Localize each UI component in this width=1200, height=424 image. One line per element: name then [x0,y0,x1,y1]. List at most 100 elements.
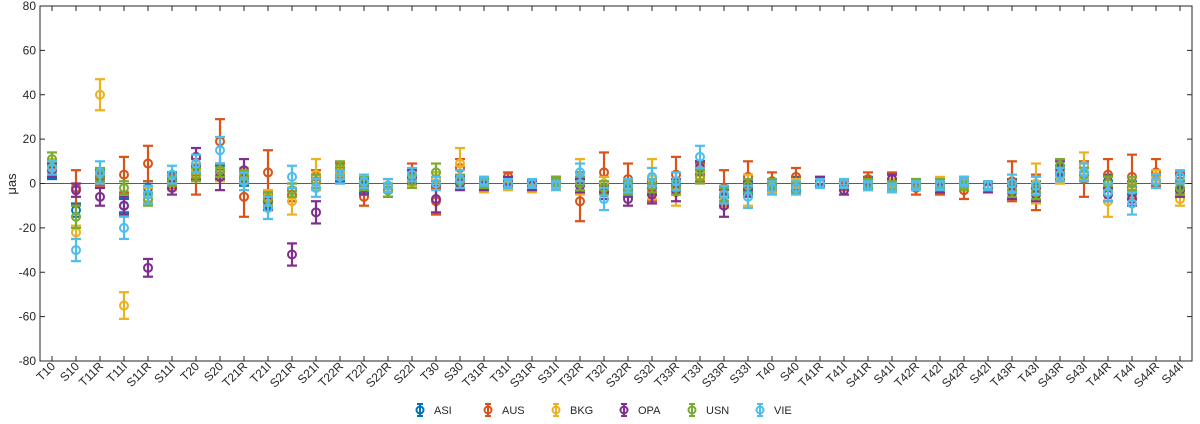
series-vie [47,135,1185,263]
data-point [359,176,369,187]
data-point [623,180,633,191]
x-tick-label: T30 [418,359,443,384]
data-point [815,178,825,189]
legend-marker-circle [687,405,697,415]
data-point [863,180,873,191]
data-point [47,162,57,173]
data-point [575,196,585,207]
data-point [791,182,801,193]
x-tick-label: S22R [363,359,394,390]
data-point [983,180,993,191]
data-point [743,191,753,202]
x-tick-label: T40 [754,359,779,384]
legend-marker-circle [619,405,629,415]
data-point [311,207,321,218]
data-point [767,182,777,193]
data-point [119,169,129,180]
data-point [839,178,849,189]
data-point [695,151,705,162]
data-point [263,167,273,178]
data-point [191,158,201,169]
data-point [239,191,249,202]
legend-marker-circle [415,405,425,415]
x-tick-label: T20 [178,359,203,384]
x-tick-label: S21R [267,359,298,390]
data-point [215,165,225,176]
data-point [311,182,321,193]
legend-item-aus: AUS [483,403,525,417]
x-tick-label: T44R [1083,359,1114,390]
legend-label: ASI [434,405,452,417]
data-point [1079,167,1089,178]
x-tick-label: S33R [699,359,730,390]
data-point [551,180,561,191]
x-tick-label: S42R [939,359,970,390]
x-tick-label: S31R [507,359,538,390]
data-point [575,167,585,178]
data-point [287,171,297,182]
legend-marker-circle [483,405,493,415]
data-point [1031,180,1041,191]
y-tick-label: -60 [19,310,37,324]
data-point [143,158,153,169]
data-point [599,194,609,205]
x-tick-label: T22R [315,359,346,390]
x-tick-label: T32R [555,359,586,390]
data-point [935,180,945,191]
x-tick-label: S11I [151,359,178,386]
legend-marker-circle [551,405,561,415]
data-point [1127,178,1137,189]
x-tick-label: T21R [219,359,250,390]
x-tick-label: T41R [795,359,826,390]
data-point [167,169,177,180]
data-point [455,158,465,169]
data-point [887,182,897,193]
data-point [119,200,129,211]
x-tick-label: T42R [891,359,922,390]
data-point [71,185,81,196]
legend-label: BKG [570,405,593,417]
x-tick-label: T11R [76,359,106,389]
data-point [287,249,297,260]
data-point [431,194,441,205]
legend: ASI AUS BKG OPA USN VIE [415,403,792,417]
data-point [95,89,105,100]
x-tick-label: S22I [391,359,418,386]
data-point [143,262,153,273]
legend-item-usn: USN [687,403,729,417]
data-point [719,189,729,200]
y-tick-label: 60 [23,43,37,57]
data-marks [47,78,1185,320]
data-point [239,176,249,187]
data-point [263,202,273,213]
x-tick-label: S33I [727,359,754,386]
y-tick-label: 20 [23,132,37,146]
data-point [215,145,225,156]
data-point [1055,169,1065,180]
y-tick-label: 80 [23,0,37,13]
data-point [407,169,417,180]
data-point [95,191,105,202]
data-point [1007,178,1017,189]
data-point [1151,176,1161,187]
y-tick-label: -80 [19,354,37,368]
data-point [71,245,81,256]
x-tick-label: S44R [1131,359,1162,390]
legend-marker-circle [755,405,765,415]
data-point [695,171,705,182]
data-point [647,171,657,182]
y-axis: -80 -60 -40 -20 0 20 40 60 80 [19,0,1192,368]
data-point [143,189,153,200]
legend-label: VIE [774,405,792,417]
x-tick-label: S11R [124,359,155,390]
data-point [431,178,441,189]
x-tick-label: T33R [651,359,682,390]
data-point [95,167,105,178]
x-tick-label: T31R [459,359,490,390]
y-tick-label: -40 [19,265,37,279]
data-point [527,178,537,189]
y-tick-label: 40 [23,88,37,102]
data-point [119,182,129,193]
data-point [503,178,513,189]
